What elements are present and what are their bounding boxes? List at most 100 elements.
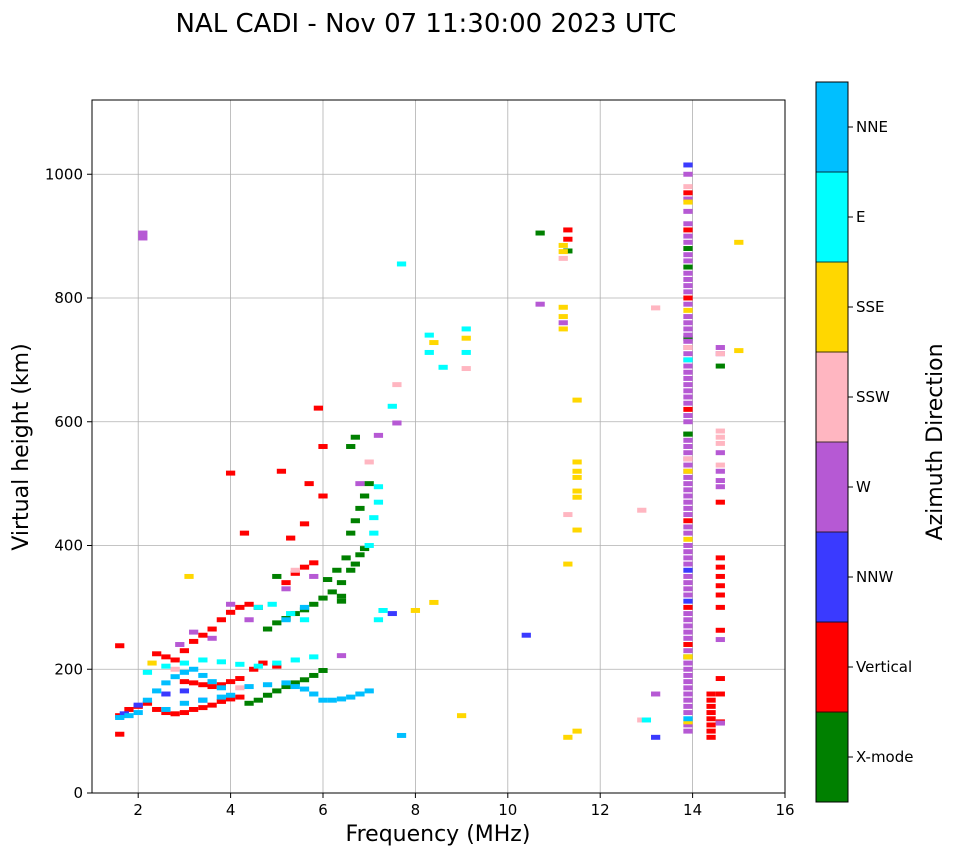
data-point: [115, 731, 125, 737]
data-point: [715, 676, 725, 682]
data-point: [563, 236, 573, 242]
data-point: [327, 697, 337, 703]
data-point: [281, 617, 291, 623]
data-point: [309, 601, 319, 607]
data-point: [346, 530, 356, 536]
data-point: [323, 577, 333, 583]
y-tick-label: 600: [54, 413, 83, 431]
colorbar-swatch: [816, 262, 848, 353]
data-point: [683, 617, 693, 623]
data-point: [683, 196, 693, 202]
data-point: [184, 573, 194, 579]
data-point: [189, 629, 199, 635]
data-point: [683, 722, 693, 728]
data-point: [424, 332, 434, 338]
data-point: [272, 573, 282, 579]
data-point: [225, 696, 236, 702]
colorbar-tick-label: X-mode: [856, 748, 913, 766]
x-tick-label: 4: [226, 801, 236, 819]
colorbar-swatch: [816, 712, 848, 803]
data-point: [235, 694, 245, 700]
data-point: [683, 635, 693, 641]
y-tick-label: 0: [73, 784, 83, 802]
data-point: [309, 691, 319, 697]
data-point: [198, 632, 208, 638]
data-point: [364, 481, 374, 487]
data-point: [299, 677, 310, 683]
data-point: [683, 431, 693, 437]
data-point: [244, 617, 254, 623]
data-point: [461, 326, 471, 332]
data-point: [161, 654, 171, 660]
colorbar-tick-label: SSE: [856, 298, 885, 316]
data-point: [683, 332, 693, 338]
data-point: [683, 499, 693, 505]
data-point: [332, 567, 342, 573]
data-point: [364, 543, 374, 548]
data-point: [189, 706, 199, 712]
x-tick-label: 10: [498, 801, 517, 819]
data-point: [572, 728, 582, 734]
data-point: [262, 682, 273, 688]
data-point: [272, 688, 282, 694]
data-point: [651, 305, 661, 311]
data-point: [715, 573, 725, 579]
data-point: [683, 335, 693, 341]
data-point: [207, 702, 217, 708]
data-point: [683, 487, 693, 493]
data-point: [438, 364, 448, 370]
data-point: [715, 462, 725, 468]
x-tick-label: 14: [683, 801, 702, 819]
data-point: [683, 611, 693, 617]
data-point: [535, 230, 545, 236]
data-point: [309, 672, 319, 678]
data-point: [683, 567, 693, 573]
series-sse: [147, 199, 744, 740]
data-point: [683, 227, 693, 233]
data-point: [461, 366, 471, 372]
data-point: [299, 686, 310, 692]
data-point: [378, 607, 388, 613]
data-point: [170, 711, 180, 717]
data-point: [290, 570, 300, 576]
data-point: [683, 162, 693, 168]
data-point: [249, 666, 259, 672]
data-point: [558, 242, 568, 248]
data-point: [327, 589, 337, 595]
data-point: [392, 420, 402, 426]
data-point: [364, 688, 374, 694]
data-point: [651, 691, 661, 697]
colorbar-tick-label: Vertical: [856, 658, 912, 676]
data-point: [262, 626, 273, 632]
data-point: [355, 481, 365, 487]
data-point: [683, 555, 693, 561]
data-point: [683, 654, 693, 660]
data-point: [309, 560, 319, 566]
data-point: [683, 444, 693, 449]
data-point: [683, 710, 693, 716]
data-point: [336, 598, 347, 604]
data-point: [225, 470, 236, 476]
x-tick-label: 12: [591, 801, 610, 819]
data-point: [216, 685, 226, 691]
data-point: [152, 651, 162, 657]
data-point: [373, 617, 384, 623]
data-point: [715, 583, 725, 589]
data-point: [161, 691, 171, 697]
x-tick-label: 16: [775, 801, 794, 819]
data-point: [683, 413, 693, 419]
data-point: [706, 722, 716, 728]
data-point: [572, 488, 582, 494]
y-tick-label: 800: [54, 289, 83, 307]
data-point: [267, 601, 277, 607]
data-point: [239, 530, 250, 536]
data-point: [179, 700, 190, 706]
data-point: [558, 255, 568, 261]
y-axis-ticks: 0 200 400 600 800 1000: [45, 165, 92, 802]
data-point: [299, 617, 310, 623]
data-point: [683, 573, 693, 579]
data-point: [364, 459, 374, 465]
data-point: [558, 249, 568, 255]
y-axis-label: Virtual height (km): [9, 343, 34, 550]
